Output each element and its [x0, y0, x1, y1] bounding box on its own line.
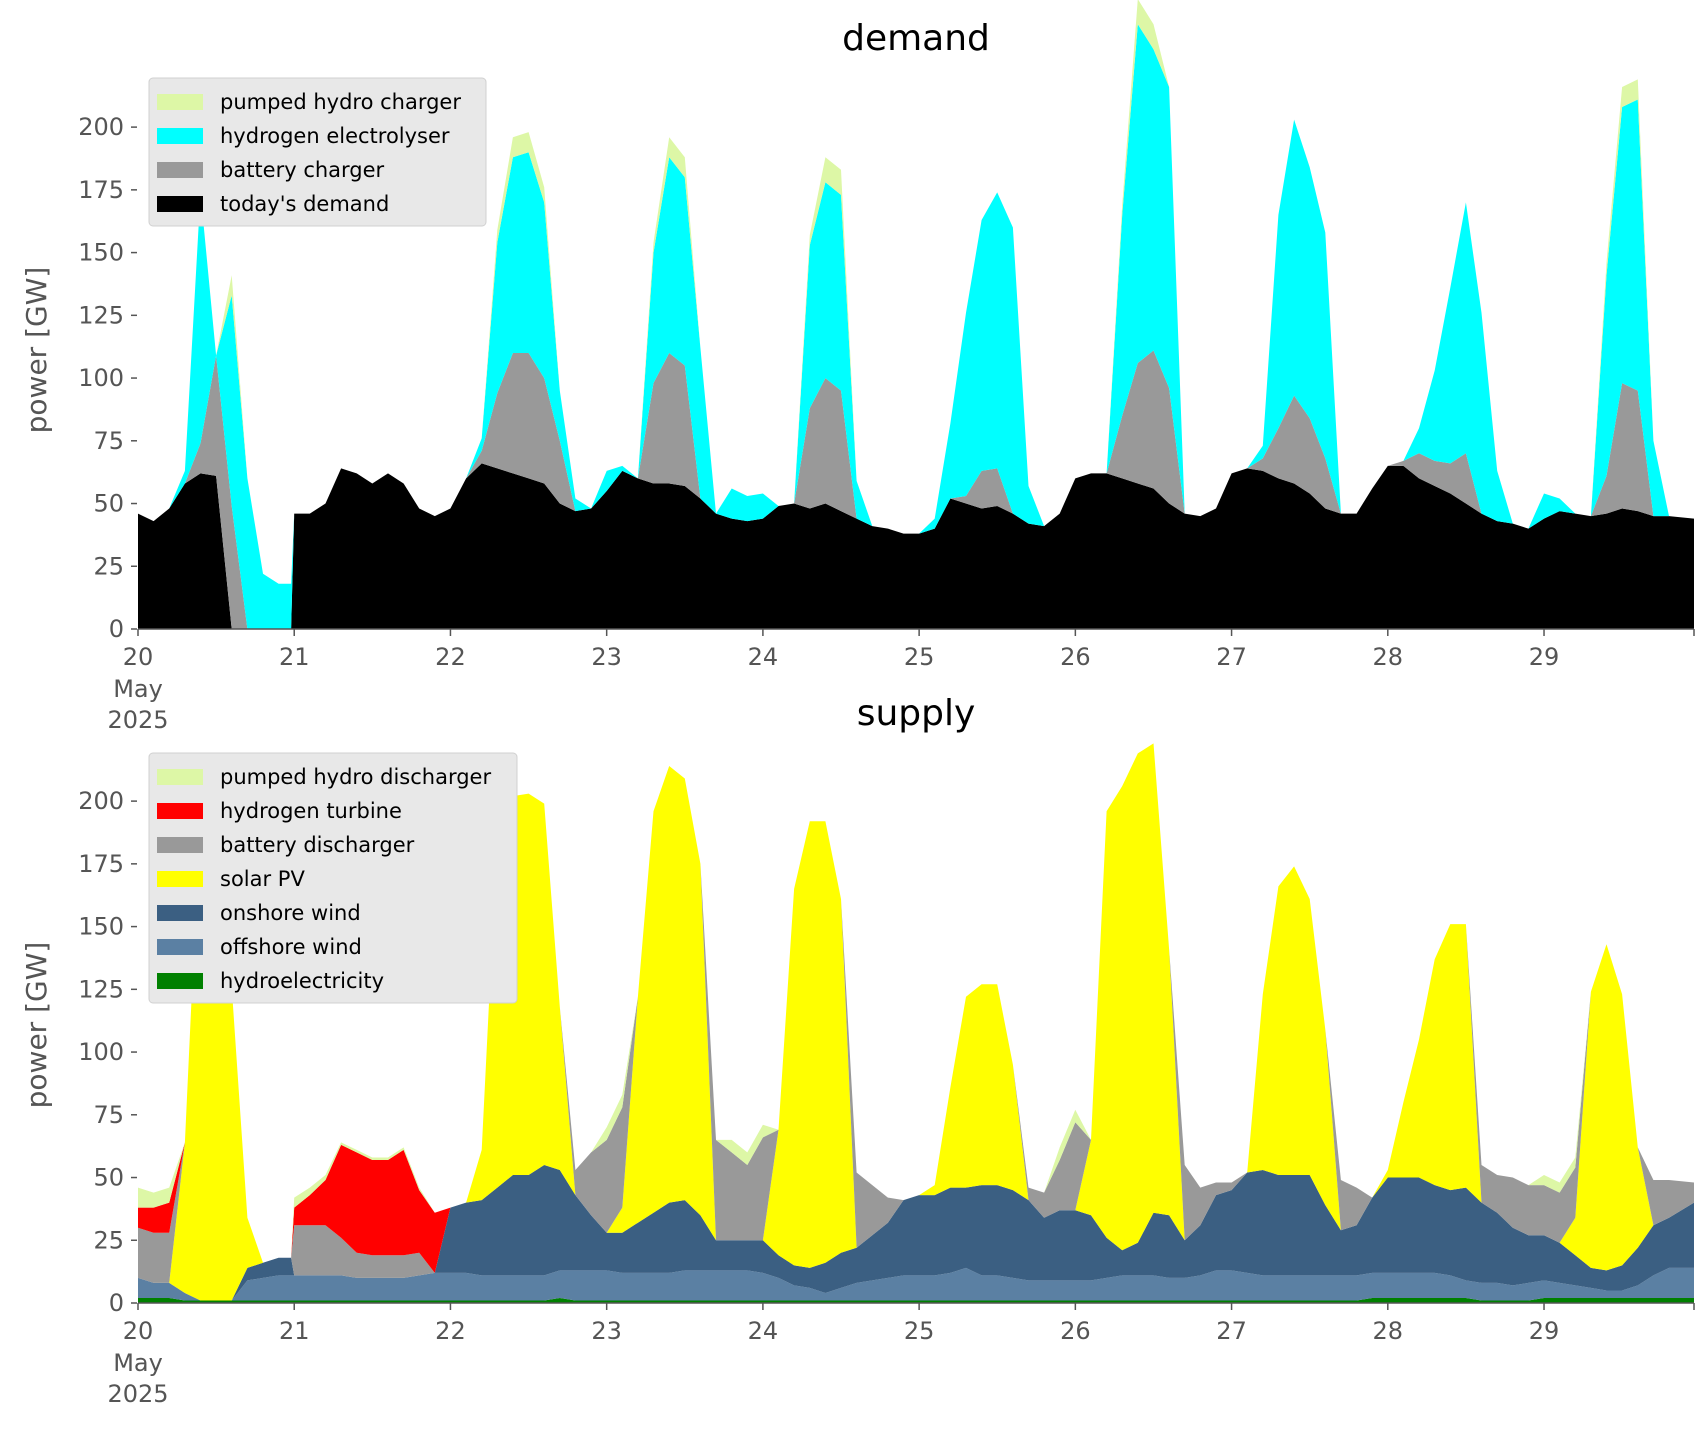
y-tick-label: 25	[93, 552, 124, 580]
y-tick-label: 75	[93, 1101, 124, 1129]
x-tick-label: 28	[1373, 1317, 1404, 1345]
y-tick-label: 100	[78, 1038, 124, 1066]
area-series-group	[138, 0, 1694, 629]
x-tick-label: 24	[748, 1317, 779, 1345]
y-tick-label: 0	[109, 1289, 124, 1317]
x-tick-label: 29	[1529, 643, 1560, 671]
supply-chart-panel: supply power [GW] 0 25 50 75 100 125 150 175 200…	[20, 693, 1695, 1408]
legend-label-hydrogen-electrolyser: hydrogen electrolyser	[220, 124, 450, 148]
legend-swatch-pumped-hydro-discharger	[157, 769, 203, 785]
x-tick-label: 26	[1060, 1317, 1091, 1345]
x-tick-label: 26	[1060, 643, 1091, 671]
axes-group: 0 25 50 75 100 125 150 175 200 20 May 2025 21 22 23 24 2…	[78, 113, 1695, 734]
area-hydrogen-electrolyser	[138, 24, 1694, 629]
y-tick-label: 125	[78, 301, 124, 329]
demand-chart-panel: demand power [GW] 0 25 50 75 100 125 150 175 200…	[20, 0, 1695, 734]
y-tick-label: 150	[78, 913, 124, 941]
x-tick-label: 27	[1216, 643, 1247, 671]
legend-label-pumped-hydro-discharger: pumped hydro discharger	[220, 765, 491, 789]
x-tick-label: 25	[904, 643, 935, 671]
legend-swatch-hydrogen-turbine	[157, 803, 203, 819]
legend-swatch-hydroelectricity	[157, 973, 203, 989]
x-tick-label: 27	[1216, 1317, 1247, 1345]
x-tick-label: 23	[591, 1317, 622, 1345]
x-tick-sublabel: May	[113, 1349, 163, 1377]
y-tick-label: 50	[93, 490, 124, 518]
chart-title: demand	[842, 18, 990, 59]
area-pumped-hydro-discharger	[138, 743, 1694, 1263]
legend-swatch-hydrogen-electrolyser	[157, 128, 203, 144]
legend-box	[148, 752, 518, 1004]
y-tick-label: 100	[78, 364, 124, 392]
legend-swatch-pumped-hydro-charger	[157, 94, 203, 110]
y-tick-label: 175	[78, 176, 124, 204]
legend-label-offshore-wind: offshore wind	[220, 935, 362, 959]
y-tick-label: 125	[78, 975, 124, 1003]
x-tick-sublabel: May	[113, 675, 163, 703]
legend-swatch-onshore-wind	[157, 905, 203, 921]
axes-group: 0 25 50 75 100 125 150 175 200 20 May 2025 21 22 23 24 2…	[78, 787, 1695, 1408]
x-tick-sublabel: 2025	[107, 706, 168, 734]
y-tick-label: 50	[93, 1164, 124, 1192]
legend-swatch-battery-discharger	[157, 837, 203, 853]
x-tick-label: 22	[435, 643, 466, 671]
x-tick-label: 20	[123, 643, 154, 671]
legend-swatch-battery-charger	[157, 162, 203, 178]
area-today-s-demand	[138, 463, 1694, 629]
area-onshore-wind	[138, 1165, 1694, 1301]
legend-swatch-today-s-demand	[157, 196, 203, 212]
area-pumped-hydro-charger	[138, 0, 1694, 584]
area-battery-charger	[138, 350, 1694, 629]
area-hydrogen-turbine	[138, 743, 1694, 1273]
chart-title: supply	[857, 693, 976, 734]
y-tick-label: 0	[109, 615, 124, 643]
area-series-group	[138, 743, 1694, 1303]
legend-label-battery-discharger: battery discharger	[220, 833, 415, 857]
y-tick-label: 25	[93, 1226, 124, 1254]
area-offshore-wind	[138, 1267, 1694, 1301]
y-tick-label: 75	[93, 427, 124, 455]
x-tick-label: 24	[748, 643, 779, 671]
x-tick-label: 25	[904, 1317, 935, 1345]
x-tick-sublabel: 2025	[107, 1380, 168, 1408]
y-axis-label: power [GW]	[20, 942, 53, 1109]
area-battery-discharger	[138, 743, 1694, 1283]
y-tick-label: 200	[78, 787, 124, 815]
x-tick-label: 21	[279, 1317, 310, 1345]
legend-swatch-offshore-wind	[157, 939, 203, 955]
legend-label-hydrogen-turbine: hydrogen turbine	[220, 799, 402, 823]
legend: pumped hydro discharger hydrogen turbine b…	[148, 752, 518, 1004]
y-tick-label: 175	[78, 850, 124, 878]
legend-label-hydroelectricity: hydroelectricity	[220, 969, 384, 993]
legend-label-battery-charger: battery charger	[220, 158, 385, 182]
legend-label-pumped-hydro-charger: pumped hydro charger	[220, 90, 461, 114]
y-tick-label: 200	[78, 113, 124, 141]
y-tick-label: 150	[78, 239, 124, 267]
x-tick-label: 21	[279, 643, 310, 671]
x-tick-label: 23	[591, 643, 622, 671]
legend: pumped hydro charger hydrogen electrolyse…	[148, 77, 487, 227]
x-tick-label: 28	[1373, 643, 1404, 671]
legend-label-today-s-demand: today's demand	[220, 192, 389, 216]
legend-swatch-solar-pv	[157, 871, 203, 887]
legend-label-solar-pv: solar PV	[220, 867, 305, 891]
legend-box	[148, 77, 487, 227]
x-tick-label: 20	[123, 1317, 154, 1345]
x-tick-label: 22	[435, 1317, 466, 1345]
area-solar-pv	[138, 743, 1694, 1301]
x-tick-label: 29	[1529, 1317, 1560, 1345]
legend-label-onshore-wind: onshore wind	[220, 901, 361, 925]
y-axis-label: power [GW]	[20, 267, 53, 434]
